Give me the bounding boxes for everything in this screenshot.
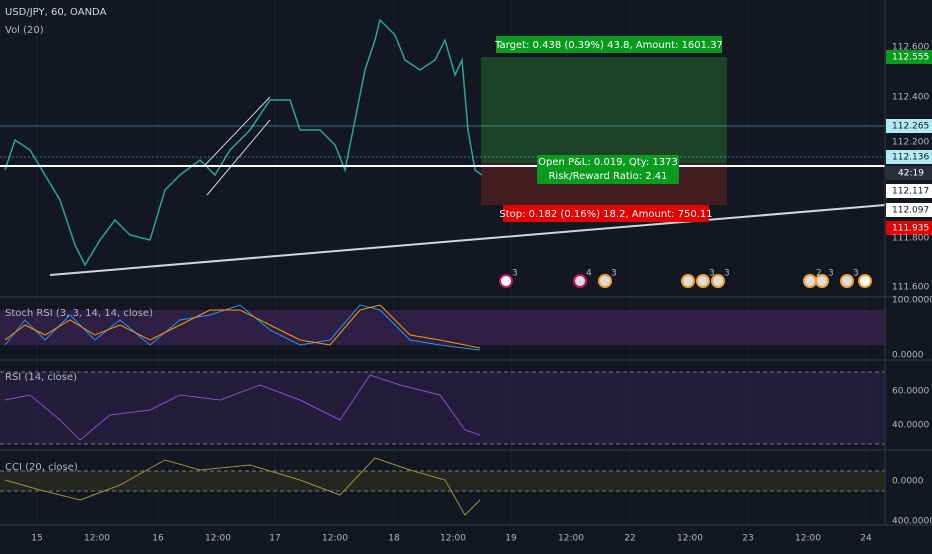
- indicator-label: Stoch RSI (3, 3, 14, 14, close): [5, 308, 153, 319]
- time-label: 12:00: [795, 534, 821, 544]
- time-label: 16: [152, 534, 164, 544]
- pnl-box: [537, 155, 679, 184]
- stoch-tick: 100.0000: [892, 296, 932, 306]
- target-zone: [481, 57, 727, 163]
- time-label: 18: [388, 534, 400, 544]
- price-label: 112.600: [892, 43, 929, 53]
- cci-tick: 0.0000: [892, 477, 924, 487]
- price-label: 112.400: [892, 93, 929, 103]
- cci-tick: 400.0000: [892, 517, 932, 527]
- stop-label-box: [503, 205, 709, 222]
- rsi-line: [4, 374, 481, 441]
- pnl-label: Open P&L: 0.019, Qty: 1373: [538, 157, 678, 168]
- price-label: 112.097: [892, 206, 929, 216]
- indicator-label: RSI (14, close): [5, 372, 77, 383]
- event-count: 3: [512, 269, 518, 279]
- cci-line: [4, 457, 481, 516]
- time-label: 12:00: [677, 534, 703, 544]
- channel-line: [204, 96, 271, 166]
- time-label: 22: [624, 534, 635, 544]
- time-label: 24: [860, 534, 872, 544]
- event-count: 3: [724, 269, 730, 279]
- price-line: [4, 18, 483, 267]
- time-label: 12:00: [205, 534, 231, 544]
- price-label: 112.200: [892, 138, 929, 148]
- time-label: 12:00: [84, 534, 110, 544]
- axis-badge: [886, 221, 932, 235]
- rsi-tick: 60.0000: [892, 387, 929, 397]
- rsi-band: [0, 372, 885, 444]
- price-label: 111.935: [892, 224, 929, 234]
- event-count: 3: [709, 269, 715, 279]
- axis-badge: [886, 184, 932, 198]
- price-label: 112.265: [892, 122, 929, 132]
- trend-line: [49, 204, 886, 276]
- time-label: 12:00: [440, 534, 466, 544]
- axis-badge: [886, 150, 932, 164]
- time-label: 17: [269, 534, 280, 544]
- event-count: 3: [828, 269, 834, 279]
- price-label: 112.555: [892, 53, 929, 63]
- price-label: 111.600: [892, 283, 929, 293]
- time-label: 15: [31, 534, 42, 544]
- symbol: USD/JPY, 60, OANDA: [5, 7, 107, 18]
- price-label: 112.117: [892, 187, 929, 197]
- stoch-tick: 0.0000: [892, 351, 924, 361]
- event-count: 3: [853, 269, 859, 279]
- stoch-line: [4, 304, 481, 349]
- price-label: 111.800: [892, 234, 929, 244]
- cci-band: [0, 471, 885, 491]
- time-label: 19: [505, 534, 517, 544]
- price-label: 112.136: [892, 153, 929, 163]
- axis-badge: [886, 50, 932, 64]
- axis-badge: [886, 119, 932, 133]
- ratio-label: Risk/Reward Ratio: 2.41: [548, 171, 667, 182]
- countdown: 42:19: [898, 169, 924, 179]
- time-label: 12:00: [558, 534, 584, 544]
- target-label-box: [496, 36, 722, 53]
- axis-badge: [886, 166, 932, 180]
- event-count: 4: [586, 269, 592, 279]
- channel-line: [206, 119, 271, 196]
- target-label: Target: 0.438 (0.39%) 43.8, Amount: 1601…: [494, 40, 723, 51]
- time-label: 12:00: [322, 534, 348, 544]
- stop-label: Stop: 0.182 (0.16%) 18.2, Amount: 750.11: [499, 209, 712, 220]
- volume-label: Vol (20): [5, 25, 44, 36]
- events: [499, 274, 872, 288]
- indicator-label: CCI (20, close): [5, 462, 78, 473]
- event-count: 2: [816, 269, 822, 279]
- event-count: 3: [611, 269, 617, 279]
- time-label: 23: [742, 534, 753, 544]
- axis-badge: [886, 203, 932, 217]
- rsi-tick: 40.0000: [892, 421, 929, 431]
